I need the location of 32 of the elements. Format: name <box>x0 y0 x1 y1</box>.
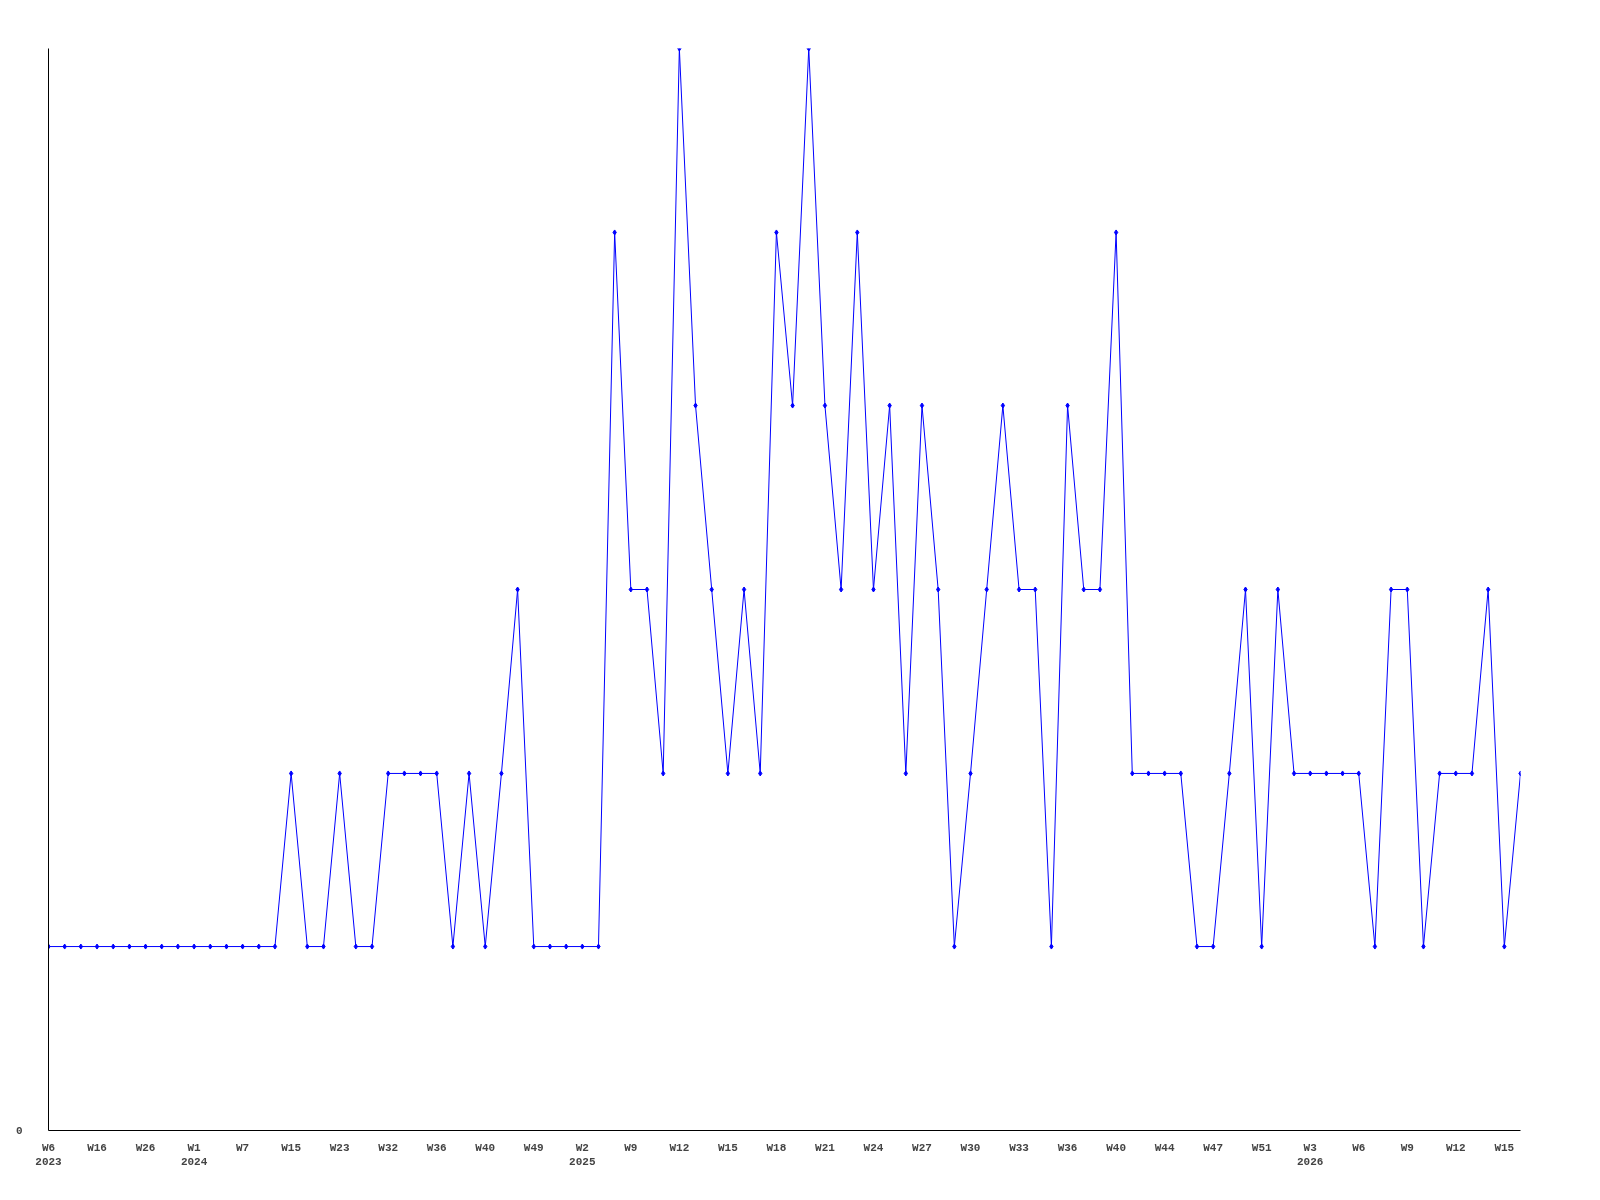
x-tick-label: W12 <box>1445 1141 1466 1154</box>
x-tick-label: W21 <box>815 1141 836 1154</box>
x-tick-label: W47 <box>1203 1141 1224 1154</box>
x-tick-label: W3 2026 <box>1297 1141 1324 1168</box>
x-tick-label: W15 <box>1494 1141 1515 1154</box>
x-tick-label: W23 <box>329 1141 350 1154</box>
x-tick-label: W36 <box>426 1141 447 1154</box>
x-tick-label: W15 <box>281 1141 302 1154</box>
x-tick-label: W33 <box>1009 1141 1030 1154</box>
x-tick-label: W40 <box>475 1141 496 1154</box>
text: 0 <box>15 1125 23 1137</box>
x-tick-label: W2 2025 <box>569 1141 596 1168</box>
x-tick-label: W24 <box>863 1141 884 1154</box>
x-tick-label: W6 <box>1352 1141 1366 1154</box>
x-tick-label: W7 <box>236 1141 250 1154</box>
x-tick-label: W12 <box>669 1141 690 1154</box>
x-tick-label: W1 2024 <box>180 1141 208 1168</box>
x-tick-label: W49 <box>523 1141 544 1154</box>
x-tick-label: W16 <box>87 1141 107 1154</box>
x-tick-label: W27 <box>912 1141 932 1154</box>
x-tick-label: W36 <box>1057 1141 1078 1154</box>
x-tick-label: W40 <box>1106 1141 1127 1154</box>
x-tick-label: W6 2023 <box>35 1141 63 1168</box>
x-tick-label: W30 <box>960 1141 981 1154</box>
x-tick-label: W44 <box>1154 1141 1175 1154</box>
x-tick-label: W51 <box>1251 1141 1272 1154</box>
x-tick-label: W9 <box>1400 1141 1414 1154</box>
x-tick-label: W15 <box>717 1141 739 1154</box>
x-tick-label: W26 <box>135 1141 156 1154</box>
x-tick-label: W32 <box>378 1141 399 1154</box>
x-tick-label: W18 <box>766 1141 787 1154</box>
x-tick-label: W9 <box>624 1141 638 1154</box>
